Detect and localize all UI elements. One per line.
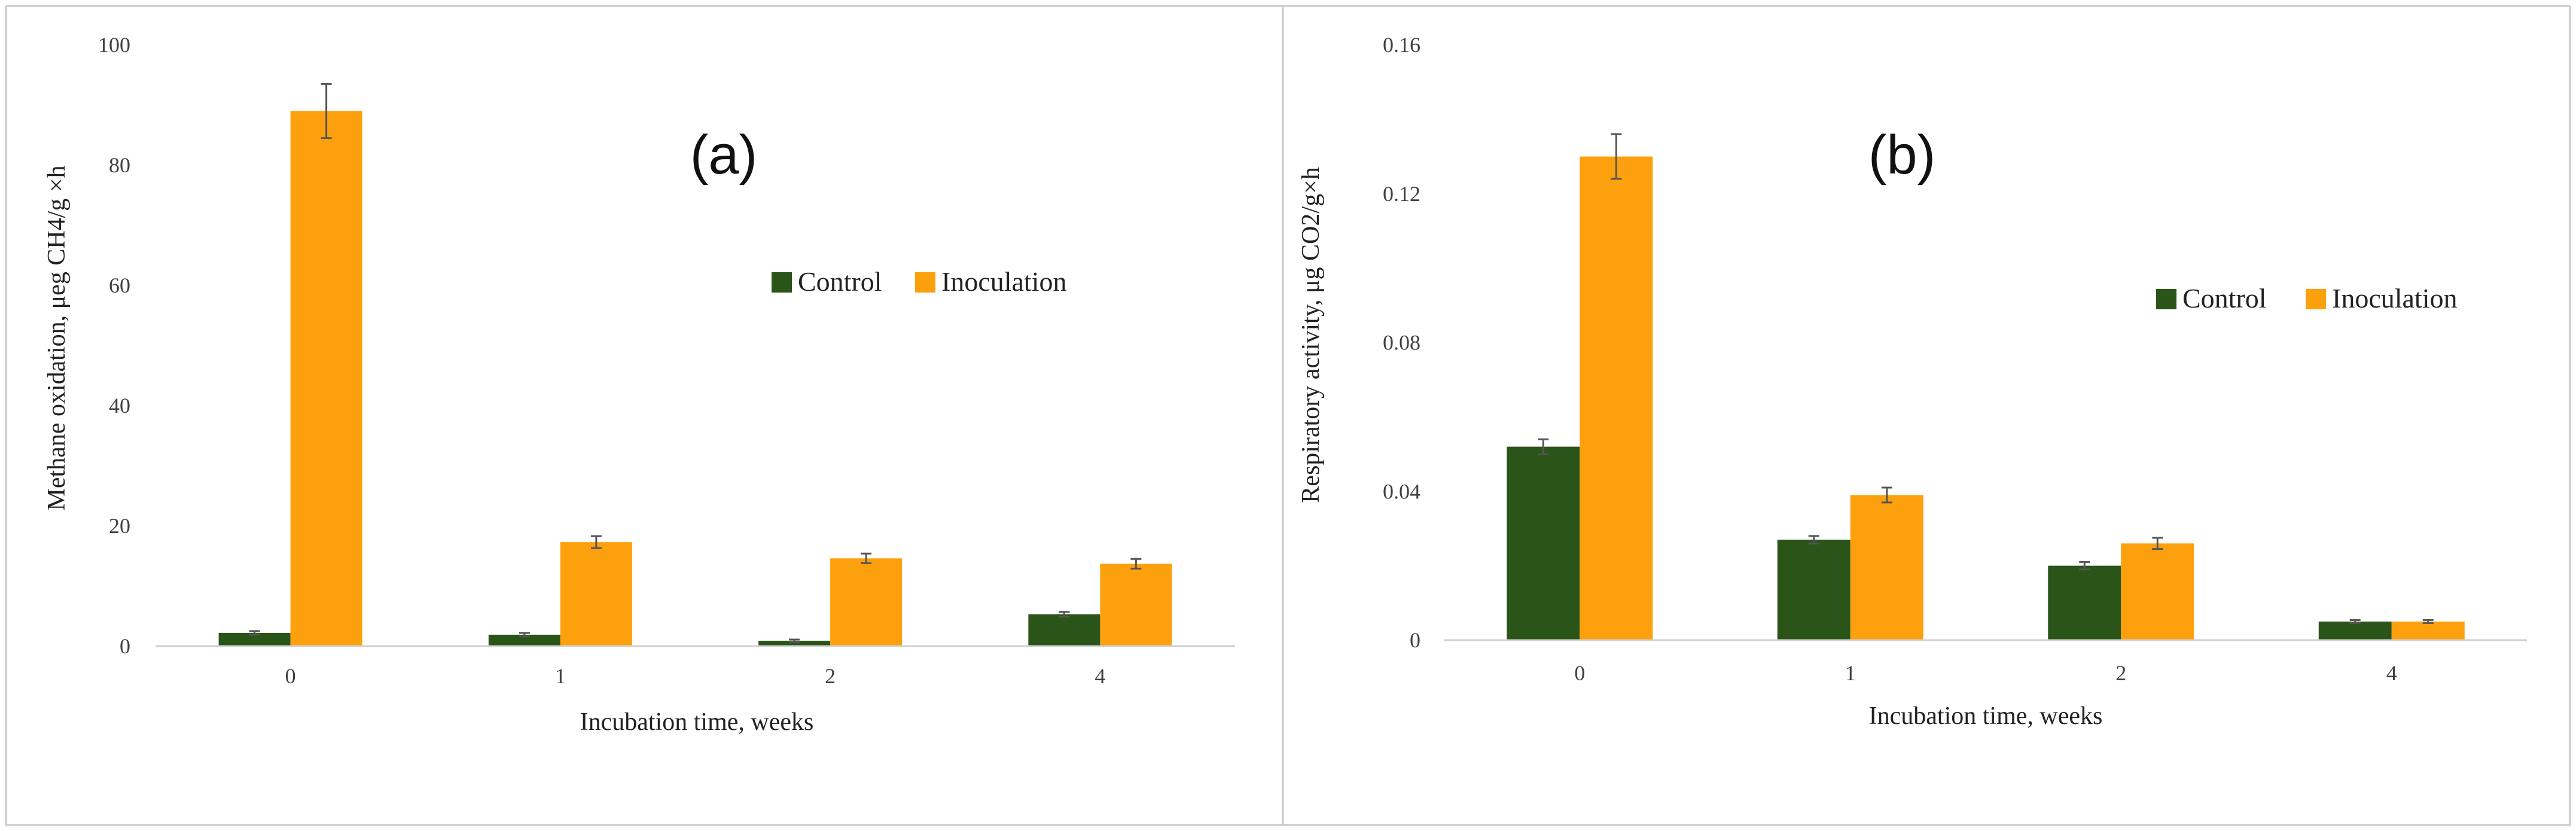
panel-b-error-bar-control-week-2 [2079,561,2090,571]
panel-b-error-bar-control-week-4 [2349,619,2361,624]
panel-a-bar-control-week-0 [218,632,291,646]
panel-a-error-bar-control-week-4 [1059,611,1070,618]
panel-a-label: (a) [690,124,757,185]
panel-b-legend-swatch-control [2156,289,2176,309]
panel-a-bar-inoculation-week-4 [1100,564,1172,646]
panel-a-x-axis-title: Incubation time, weeks [580,708,814,736]
panel-a-error-bar-control-week-2 [789,638,800,643]
panel-b-x-tick-label: 0 [1574,661,1585,685]
panel-b-bar-control-week-1 [1777,540,1851,640]
panel-a-bar-control-week-4 [1028,614,1100,646]
panel-a-legend-label-control: Control [798,266,882,297]
panel-a-bar-control-week-1 [488,634,560,646]
panel-b-x-axis-title: Incubation time, weeks [1869,702,2103,730]
panel-a-legend: Control Inoculation [772,266,1067,297]
panel-a-y-tick-label: 0 [120,634,130,658]
panel-a-legend-label-inoculation: Inoculation [941,266,1067,297]
panel-b-error-bar-inoculation-week-4 [2422,619,2434,624]
panel-a-error-bar-inoculation-week-0 [321,83,332,139]
panel-b-y-tick-label: 0.12 [1383,182,1420,206]
panel-b-legend-label-inoculation: Inoculation [2332,283,2458,313]
panel-a-error-bar-control-week-0 [249,630,260,636]
panel-a-x-tick-label: 0 [285,664,296,688]
panel-b-legend: Control Inoculation [2156,283,2458,313]
panel-a-bar-inoculation-week-0 [290,111,362,647]
panel-a-marks: 0 20 40 60 80 100 0 1 2 4 [98,33,1235,688]
panel-b-legend-label-control: Control [2182,283,2267,313]
panel-b-bar-inoculation-week-0 [1580,156,1653,640]
panel-b-marks: 0 0.04 0.08 0.12 0.16 0 1 2 4 [1383,33,2527,685]
panel-b-error-bar-inoculation-week-2 [2152,537,2163,550]
panel-a-error-bar-inoculation-week-2 [861,552,872,564]
panel-b-legend-swatch-inoculation [2306,289,2326,309]
panel-b-y-tick-label: 0 [1410,628,1420,652]
panel-a-y-tick-label: 40 [109,394,130,418]
panel-b-error-bar-inoculation-week-0 [1611,133,1622,180]
panel-b-bar-control-week-4 [2318,621,2392,640]
chart-panel-b: 0 0.04 0.08 0.12 0.16 0 1 2 4 (b) Incubation tim… [1297,33,2527,730]
panel-a-y-tick-label: 20 [109,514,130,538]
panel-b-x-tick-label: 1 [1845,661,1856,685]
panel-b-label: (b) [1868,124,1935,185]
panel-b-bar-inoculation-week-2 [2121,543,2194,640]
panel-b-x-tick-label: 2 [2115,661,2126,685]
panel-a-error-bar-inoculation-week-1 [590,535,602,549]
panel-a-bar-inoculation-week-2 [830,558,903,646]
panel-b-bar-inoculation-week-1 [1850,495,1923,640]
panel-b-x-tick-label: 4 [2386,661,2397,685]
panel-a-error-bar-control-week-1 [519,632,530,638]
panel-a-y-tick-label: 100 [98,33,130,57]
chart-panel-a: 0 20 40 60 80 100 0 1 2 4 (a) Incubation time, we… [43,33,1235,736]
panel-b-error-bar-control-week-0 [1538,438,1549,455]
panel-b-y-tick-label: 0.16 [1383,33,1420,57]
panel-b-y-axis-title: Respiratory activity, μg CO2/g×h [1297,167,1325,503]
panel-b-bar-control-week-2 [2048,565,2121,640]
panel-a-x-tick-label: 2 [825,664,836,688]
panel-b-y-tick-label: 0.04 [1383,479,1420,503]
panel-a-error-bar-inoculation-week-4 [1130,558,1142,570]
panel-b-bar-inoculation-week-4 [2391,621,2465,640]
panel-b-error-bar-control-week-1 [1808,535,1819,544]
panel-a-y-axis-title: Methane oxidation, μeg CH4/g ×h [43,166,71,511]
figure-frame [5,5,2571,826]
panel-a-legend-swatch-inoculation [915,272,935,293]
panel-a-y-tick-label: 80 [109,153,130,177]
panel-b-error-bar-inoculation-week-1 [1881,486,1892,504]
panel-a-x-tick-label: 1 [555,664,566,688]
panel-b-bar-control-week-0 [1507,446,1580,640]
panel-b-y-tick-label: 0.08 [1383,331,1420,355]
panel-a-x-tick-label: 4 [1095,664,1105,688]
panel-a-y-tick-label: 60 [109,273,130,297]
panel-a-legend-swatch-control [772,272,792,293]
panel-a-bar-control-week-2 [758,640,831,646]
panel-a-bar-inoculation-week-1 [560,542,632,646]
